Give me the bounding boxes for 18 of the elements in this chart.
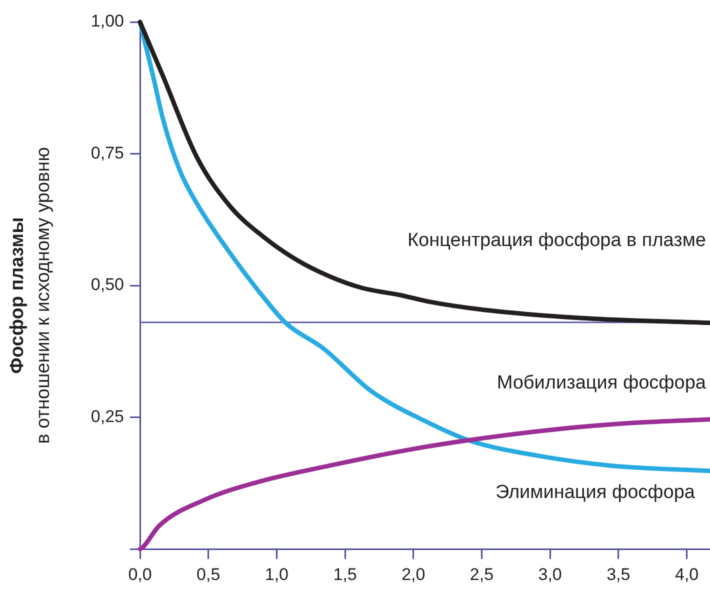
- series-label: Мобилизация фосфора: [496, 372, 706, 394]
- y-tick-label: 0,50: [90, 275, 124, 294]
- x-tick-label: 0,0: [128, 564, 152, 584]
- x-tick-label: 4,0: [674, 564, 699, 584]
- x-tick-label: 2,5: [470, 564, 494, 584]
- x-tick-label: 1,0: [264, 564, 289, 584]
- x-tick-label: 0,5: [196, 564, 220, 584]
- x-tick-label: 2,0: [402, 564, 426, 584]
- y-axis-title: Фосфор плазмы в отношении к исходному уровню: [7, 147, 54, 444]
- text: Концентрация фосфора в плазме: [407, 230, 706, 252]
- y-tick-label: 0,25: [90, 406, 124, 426]
- x-tick-label: 3,0: [538, 564, 562, 584]
- y-tick-label: 0,75: [90, 143, 124, 162]
- x-tick-label: 1,5: [333, 564, 357, 584]
- y-tick-label: 1,00: [90, 12, 124, 31]
- series-label: Элиминация фосфора: [495, 482, 696, 504]
- line-series: [138, 20, 710, 326]
- x-tick-label: 3,5: [606, 564, 630, 584]
